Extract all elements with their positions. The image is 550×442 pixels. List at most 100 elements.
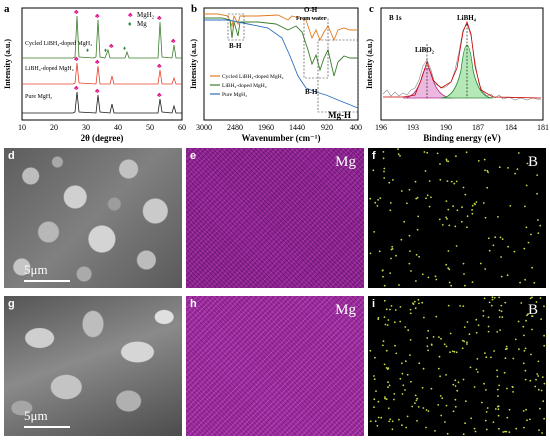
b-dot xyxy=(445,160,448,162)
b-dot xyxy=(498,316,501,318)
b-dot xyxy=(525,226,528,229)
b-dot xyxy=(505,345,508,348)
b-dot xyxy=(377,317,380,319)
b-dot xyxy=(497,216,499,218)
b-dot xyxy=(455,245,458,247)
b-dot xyxy=(383,284,386,287)
b-dot xyxy=(426,151,429,154)
b-dot xyxy=(464,422,466,425)
b-dot xyxy=(533,281,536,284)
b-dot xyxy=(524,347,527,350)
b-dot xyxy=(497,414,500,417)
b-dot xyxy=(408,234,411,237)
b-dot xyxy=(448,281,451,284)
b-dot xyxy=(498,427,500,430)
b-dot xyxy=(482,310,485,312)
b-dot xyxy=(529,297,532,300)
xrd-marker-mgh2-1: ♣ xyxy=(74,8,79,16)
b-dot xyxy=(439,163,441,165)
b-dot xyxy=(517,320,520,323)
b-dot xyxy=(391,248,394,250)
b-dot xyxy=(504,357,507,360)
b-dot xyxy=(506,347,508,350)
b-dot xyxy=(462,433,465,436)
b-dot xyxy=(502,431,505,433)
b-dot xyxy=(463,326,466,328)
b-dot xyxy=(456,209,459,212)
b-dot xyxy=(479,262,482,265)
xrd-marker-mgh2-3: ♣ xyxy=(109,42,114,50)
b-dot xyxy=(414,394,417,397)
xrd-legend-mgh2: MgH₂ xyxy=(137,11,155,19)
b-dot xyxy=(446,180,449,182)
b-dot xyxy=(473,427,476,430)
xrd-xtick-20: 20 xyxy=(50,123,58,132)
b-dot xyxy=(455,155,457,158)
b-dot xyxy=(481,401,483,404)
b-dot xyxy=(401,362,403,365)
b-dot xyxy=(496,331,499,333)
b-dot xyxy=(406,415,409,418)
xrd-frame xyxy=(21,7,183,121)
xrd-label-cycled: Cycled LiBH₄-doped MgH₂ xyxy=(25,41,92,47)
b-dot xyxy=(543,417,545,420)
b-dot xyxy=(454,385,457,387)
b-dot xyxy=(387,319,390,321)
b-dot xyxy=(512,357,515,360)
b-dot xyxy=(426,337,429,339)
b-dot xyxy=(541,432,543,434)
b-dot xyxy=(493,296,496,299)
b-dot xyxy=(506,274,509,277)
b-dot xyxy=(522,410,525,412)
panel-a-xrd: a Intensity (a.u.) 2θ (degree) 10 20 30 … xyxy=(0,0,190,145)
xrd-trace-pure xyxy=(22,91,182,114)
ftir-xlabel: Wavenumber (cm⁻¹) xyxy=(241,133,320,143)
b-dot xyxy=(540,318,542,320)
b-dot xyxy=(377,199,379,201)
b-dot xyxy=(404,389,406,391)
b-dot xyxy=(393,398,395,401)
b-dot xyxy=(376,425,379,427)
b-dot xyxy=(531,296,533,299)
b-dot xyxy=(452,383,455,386)
b-dot xyxy=(422,407,425,409)
b-dot xyxy=(499,329,501,331)
xps-frame xyxy=(380,7,544,121)
b-dot xyxy=(382,157,385,160)
b-dot xyxy=(447,304,450,307)
b-dot xyxy=(476,371,479,373)
b-dot xyxy=(430,387,433,390)
b-dot xyxy=(519,281,521,284)
xrd-xtick-40: 40 xyxy=(114,123,122,132)
b-dot xyxy=(485,389,487,391)
b-dot xyxy=(375,390,377,392)
b-dot xyxy=(408,262,411,265)
b-dot xyxy=(438,355,441,358)
b-dot xyxy=(486,186,489,189)
b-dot xyxy=(500,310,503,313)
b-dot xyxy=(378,250,381,253)
b-dot xyxy=(391,245,394,248)
b-dot xyxy=(514,338,517,341)
b-dot xyxy=(430,196,432,199)
b-dot xyxy=(398,284,400,286)
b-dot xyxy=(461,339,464,342)
xrd-marker-mgh2-7: ♣ xyxy=(95,58,100,66)
ftir-mgh-box xyxy=(317,39,359,113)
b-dot xyxy=(387,407,390,410)
b-dot xyxy=(530,233,532,236)
b-dot xyxy=(484,352,486,354)
b-dot xyxy=(404,360,407,363)
scale-bar-d xyxy=(24,280,70,282)
b-dot xyxy=(539,224,542,227)
b-dot xyxy=(454,379,457,382)
xrd-xtick-10: 10 xyxy=(18,123,26,132)
xps-xtick-187: 187 xyxy=(472,123,484,132)
b-dot xyxy=(387,381,389,384)
b-dot xyxy=(455,180,458,183)
b-dot xyxy=(414,180,417,183)
xrd-label-pure: Pure MgH₂ xyxy=(25,94,52,100)
b-dot xyxy=(473,386,476,388)
element-label-i: B xyxy=(527,302,538,318)
b-dot xyxy=(415,253,418,256)
